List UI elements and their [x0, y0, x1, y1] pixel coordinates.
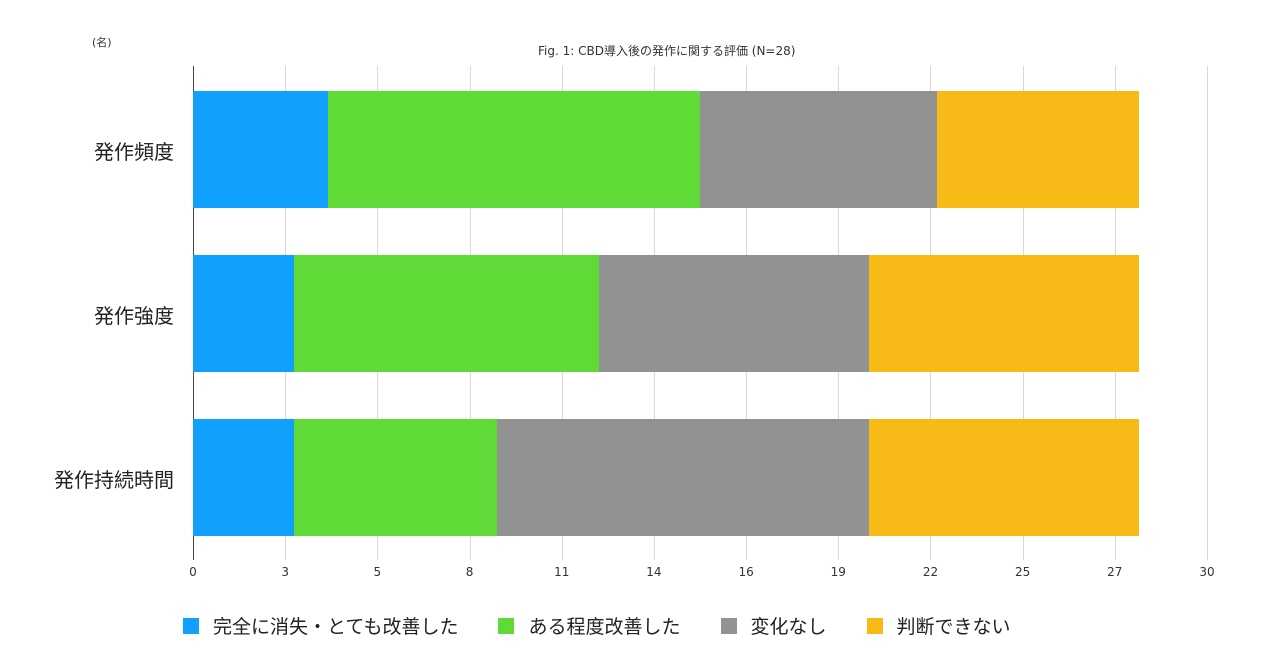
legend-label: 変化なし [750, 616, 827, 638]
legend-label: 判断できない [896, 616, 1011, 638]
x-tick-label: 11 [554, 565, 570, 579]
legend-item: 完全に消失・とても改善した [183, 612, 458, 639]
bar-row [193, 255, 1140, 372]
plot-area [193, 66, 1208, 560]
legend-swatch-icon [720, 617, 737, 634]
bar-segment [598, 255, 869, 372]
legend-item: ある程度改善した [498, 612, 681, 639]
gridline [1207, 66, 1208, 560]
legend: 完全に消失・とても改善した ある程度改善した 変化なし 判断できない [183, 612, 1051, 639]
legend-item: 変化なし [720, 612, 827, 639]
legend-swatch-icon [866, 617, 883, 634]
legend-label: ある程度改善した [528, 616, 681, 638]
bar-segment [328, 91, 700, 208]
x-tick-label: 25 [1014, 565, 1031, 579]
legend-swatch-icon [498, 617, 515, 634]
x-tick-label: 3 [281, 565, 289, 579]
category-label: 発作強度 [94, 303, 174, 328]
legend-label: 完全に消失・とても改善した [213, 616, 459, 638]
x-tick-label: 19 [830, 565, 846, 579]
x-tick-label: 16 [738, 565, 754, 579]
bar-segment [868, 419, 1140, 536]
x-tick-label: 30 [1199, 565, 1215, 579]
category-label: 発作頻度 [94, 139, 174, 164]
legend-item: 判断できない [866, 612, 1011, 639]
bar-segment [936, 91, 1140, 208]
bar-segment [294, 255, 599, 372]
bar-segment [497, 419, 869, 536]
x-tick-label: 22 [922, 565, 939, 579]
x-tick-label: 27 [1107, 565, 1123, 579]
unit-label: (名) [92, 36, 112, 49]
bar-segment [193, 91, 329, 208]
bar-row [193, 91, 1140, 208]
x-tick-label: 8 [465, 565, 474, 579]
bar-segment [193, 419, 295, 536]
bar-row [193, 419, 1140, 536]
x-tick-label: 0 [189, 565, 197, 579]
chart-title: Fig. 1: CBD導入後の発作に関する評価 (N=28) [538, 44, 796, 58]
bar-segment [193, 255, 295, 372]
bar-segment [868, 255, 1140, 372]
bar-segment [699, 91, 937, 208]
bar-segment [294, 419, 498, 536]
legend-swatch-icon [183, 617, 199, 634]
x-tick-label: 14 [646, 565, 662, 579]
category-label: 発作持続時間 [54, 467, 174, 492]
x-tick-label: 5 [373, 565, 382, 579]
